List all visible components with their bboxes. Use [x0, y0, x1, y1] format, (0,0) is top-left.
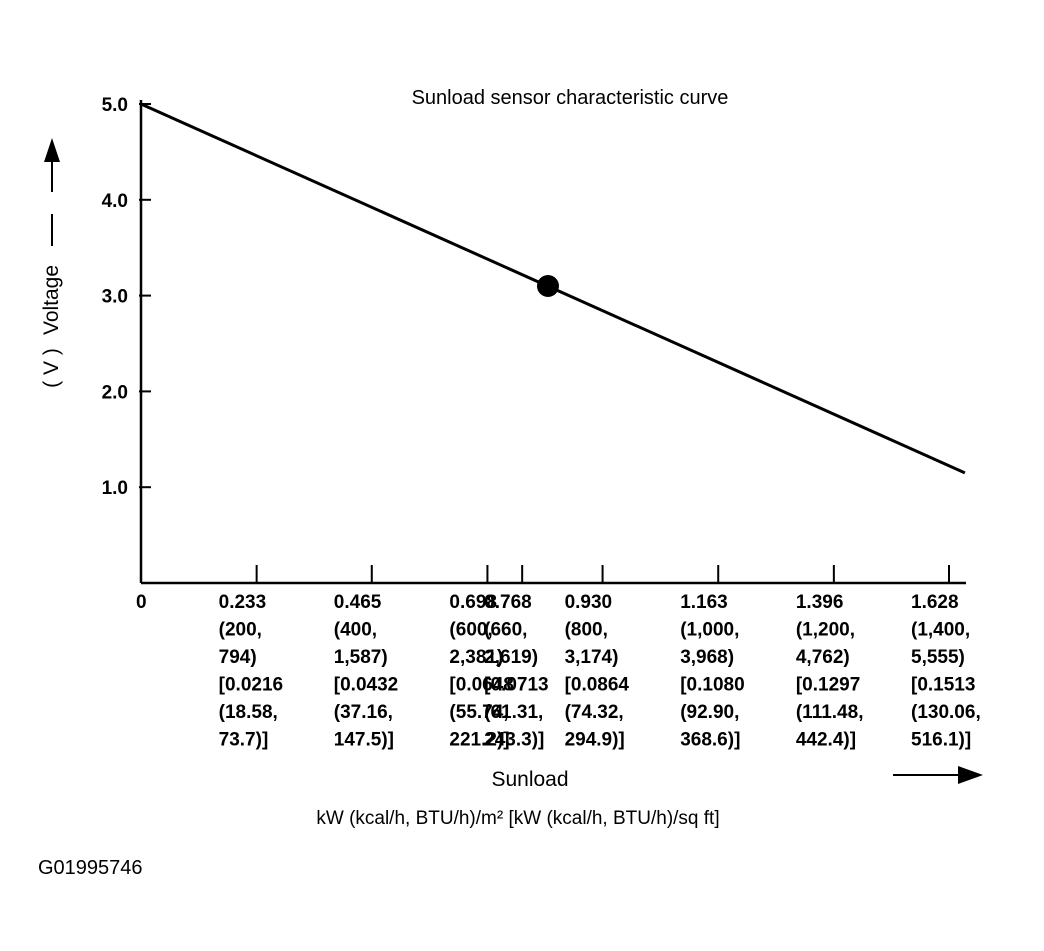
x-tick-label: 1.163 (1,000, 3,968) [0.1080 (92.90, 368.6)]: [680, 592, 744, 751]
y-axis-unit: ( V ): [40, 348, 63, 388]
x-arrow-head-icon: [958, 766, 983, 784]
axes: [139, 100, 966, 585]
y-tick-label: 5.0: [102, 95, 128, 116]
figure-id: G01995746: [38, 857, 143, 879]
y-tick-label: 1.0: [102, 478, 128, 499]
x-axis-units: kW (kcal/h, BTU/h)/m² [kW (kcal/h, BTU/h…: [316, 808, 719, 829]
y-axis-ticks: 1.0 2.0 3.0 4.0 5.0: [102, 95, 151, 499]
x-tick-label: 0.768 (660, 2,619) [0.0713 (61.31, 243.3)]: [484, 592, 548, 751]
series-layer: [140, 102, 966, 475]
x-axis-ticks: 0 0.233 (200, 794) [0.0216 (18.58, 73.7)] 0.465…: [136, 565, 981, 751]
x-tick-label: 1.628 (1,400, 5,555) [0.1513 (130.06, 516.1)]: [911, 592, 981, 751]
y-tick-label: 2.0: [102, 382, 128, 403]
x-tick-label: 0.930 (800, 3,174) [0.0864 (74.32, 294.9)]: [565, 592, 630, 751]
x-tick-label: 0.233 (200, 794) [0.0216 (18.58, 73.7)]: [219, 592, 283, 751]
y-arrow-head-icon: [44, 138, 60, 162]
x-tick-label: 0: [136, 592, 147, 613]
y-axis-label: Voltage: [40, 265, 63, 335]
chart-title: Sunload sensor characteristic curve: [412, 87, 729, 109]
y-tick-label: 3.0: [102, 287, 128, 308]
x-tick-label: 0.465 (400, 1,587) [0.0432 (37.16, 147.5)]: [334, 592, 398, 751]
y-axis-label-group: ( V ) Voltage: [40, 214, 63, 388]
x-tick-label: 0.698 (600, 2,381) [0.0648 (55.74, 221.2)]: [449, 592, 513, 751]
y-tick-label: 4.0: [102, 191, 128, 212]
x-tick-label: 1.396 (1,200, 4,762) [0.1297 (111.48, 442.4)]: [796, 592, 864, 751]
x-axis-label: Sunload: [491, 768, 568, 791]
data-point-marker: [536, 275, 559, 298]
